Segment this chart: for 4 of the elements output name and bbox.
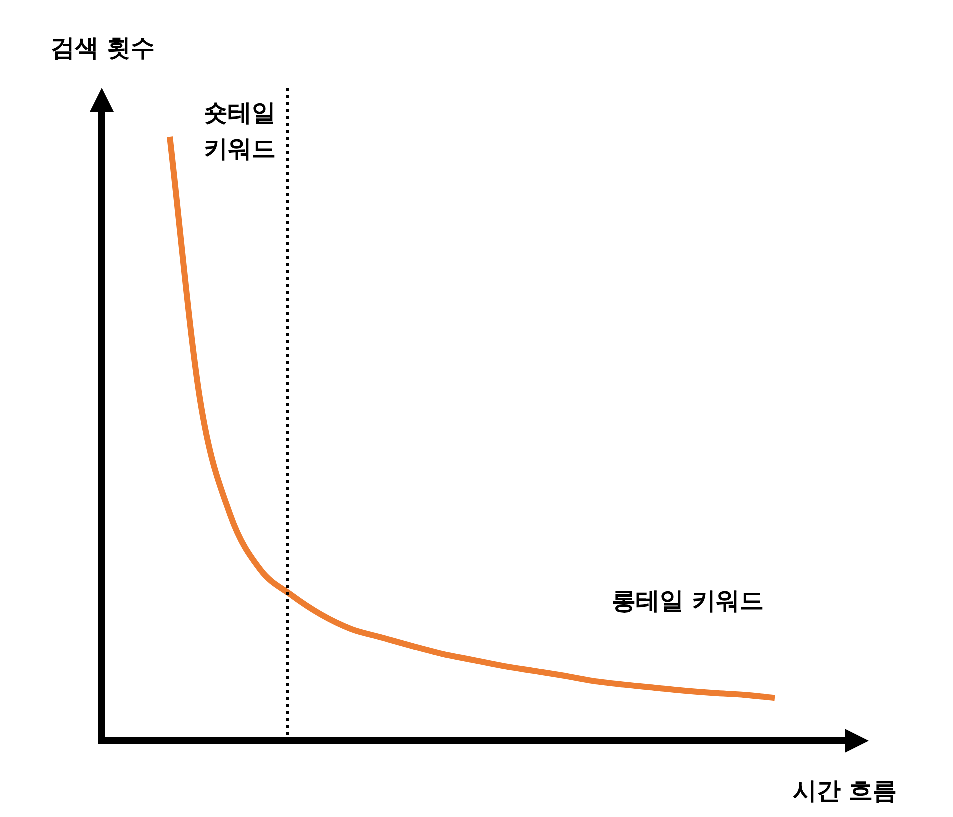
y-axis-title: 검색 횟수 (50, 34, 156, 62)
x-axis-title: 시간 흐름 (792, 777, 898, 806)
annotation: 롱테일 키워드 (612, 587, 764, 616)
annotation: 숏테일 키워드 (204, 99, 276, 164)
